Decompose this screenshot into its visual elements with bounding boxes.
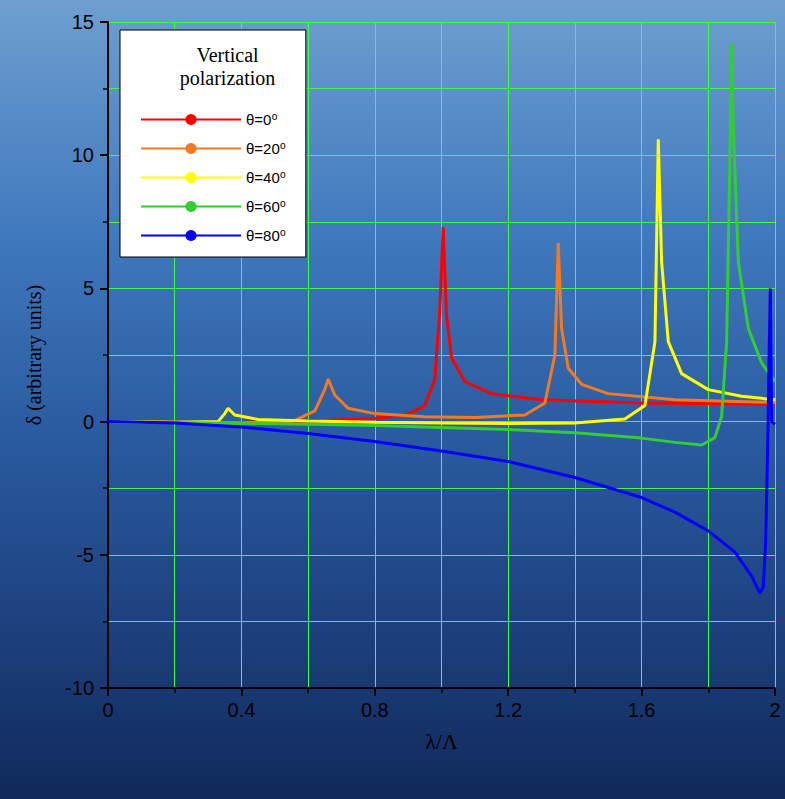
- svg-text:θ=0⁰: θ=0⁰: [246, 111, 277, 128]
- svg-text:polarization: polarization: [180, 67, 276, 90]
- svg-text:θ=80⁰: θ=80⁰: [246, 227, 286, 244]
- svg-text:-10: -10: [65, 677, 94, 699]
- svg-text:θ=60⁰: θ=60⁰: [246, 198, 286, 215]
- svg-text:0.4: 0.4: [227, 699, 255, 721]
- svg-text:0: 0: [102, 699, 113, 721]
- svg-text:2: 2: [769, 699, 780, 721]
- svg-text:1.2: 1.2: [494, 699, 522, 721]
- svg-text:θ=20⁰: θ=20⁰: [246, 140, 286, 157]
- svg-text:δ (arbitrary units): δ (arbitrary units): [23, 285, 46, 426]
- svg-text:-5: -5: [76, 544, 94, 566]
- svg-text:1.6: 1.6: [628, 699, 656, 721]
- svg-text:15: 15: [72, 11, 94, 33]
- svg-text:θ=40⁰: θ=40⁰: [246, 169, 286, 186]
- svg-text:10: 10: [72, 144, 94, 166]
- svg-text:0.8: 0.8: [361, 699, 389, 721]
- svg-text:Vertical: Vertical: [196, 44, 259, 66]
- svg-text:λ/Λ: λ/Λ: [425, 729, 458, 754]
- svg-text:5: 5: [83, 277, 94, 299]
- svg-text:0: 0: [83, 411, 94, 433]
